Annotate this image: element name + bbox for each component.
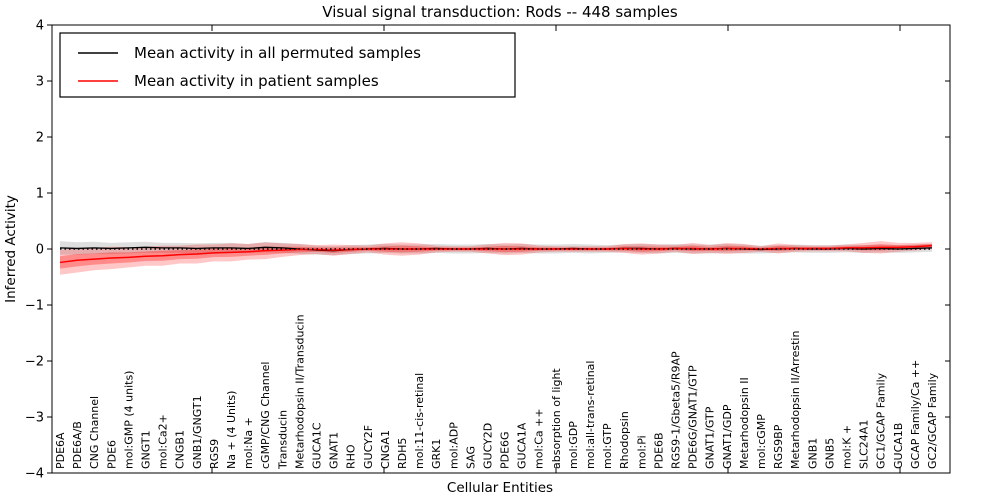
x-category-label: GNAT1/GTP — [704, 406, 717, 469]
x-category-label: GUCY2D — [481, 423, 494, 469]
legend: Mean activity in all permuted samples Me… — [59, 32, 516, 98]
x-category-label: PDE6A — [54, 432, 67, 469]
y-tick-label: 4 — [36, 19, 44, 34]
x-category-label: RDH5 — [396, 438, 409, 469]
x-category-label: mol:Na + — [242, 417, 255, 469]
y-tick-label: −2 — [25, 355, 44, 370]
x-category-label: GCAP Family/Ca ++ — [909, 360, 922, 469]
x-category-label: CNGA1 — [379, 430, 392, 469]
x-category-label: Metarhodopsin II/Arrestin — [789, 331, 802, 469]
x-category-label: PDE6G — [499, 431, 512, 469]
x-axis-label: Cellular Entities — [447, 480, 553, 496]
x-category-label: GNAT1/GDP — [721, 404, 734, 469]
x-category-label: CNG Channel — [88, 396, 101, 469]
y-axis-label: Inferred Activity — [3, 195, 19, 303]
x-category-label: mol:11-cis-retinal — [413, 373, 426, 469]
y-tick-label: −1 — [25, 299, 44, 314]
x-category-label: mol:Ca ++ — [533, 408, 546, 469]
x-category-label: mol:ADP — [447, 422, 460, 469]
x-category-label: GUCA1B — [892, 423, 905, 469]
x-category-label: GNAT1 — [328, 432, 341, 469]
legend-box — [59, 32, 516, 98]
x-category-label: mol:K + — [841, 425, 854, 469]
patient-mean-line — [59, 244, 933, 264]
x-category-label: PDE6 — [105, 440, 118, 469]
y-tick-label: 0 — [36, 243, 44, 258]
legend-label-patient: Mean activity in patient samples — [134, 72, 379, 90]
x-category-label: PDE6B — [652, 432, 665, 469]
x-category-label: PDE6A/B — [71, 421, 84, 469]
y-tick-label: 2 — [36, 131, 44, 146]
x-category-label: mol:cGMP — [755, 414, 768, 469]
x-category-label: GUCA1A — [516, 422, 529, 469]
x-category-label: Transducin — [276, 410, 289, 470]
x-category-label: mol:GMP (4 units) — [122, 371, 135, 469]
x-category-label: Rhodopsin — [618, 411, 631, 469]
x-category-label: GC2/GCAP Family — [926, 372, 939, 469]
x-category-label: GRK1 — [430, 439, 443, 469]
x-category-label: GNB1/GNGT1 — [191, 395, 204, 469]
x-category-label: cGMP/CNG Channel — [259, 362, 272, 470]
x-category-label: SLC24A1 — [858, 420, 871, 469]
x-category-label: GNGT1 — [139, 430, 152, 469]
x-category-label: GNB1 — [806, 438, 819, 469]
x-category-label: mol:Ca2+ — [157, 414, 170, 469]
y-tick-label: −3 — [25, 411, 44, 426]
y-tick-label: 3 — [36, 75, 44, 90]
x-category-label: RGS9BP — [772, 424, 785, 469]
x-category-label: RHO — [345, 444, 358, 469]
x-category-label: GUCY2F — [362, 425, 375, 469]
y-tick-label: −4 — [25, 467, 44, 482]
x-category-label: SAG — [464, 446, 477, 469]
x-category-label: mol:GTP — [601, 423, 614, 469]
x-category-label: GNB5 — [823, 438, 836, 469]
plot-area — [59, 241, 933, 275]
chart-title: Visual signal transduction: Rods -- 448 … — [322, 3, 678, 21]
y-tick-label: 1 — [36, 187, 44, 202]
x-category-label: GUCA1C — [310, 422, 323, 469]
axis-ticks: 4 3 2 1 0 −1 −2 −3 −4 PDE6A PDE6A/B CNG Channel PDE6… — [25, 19, 950, 482]
x-category-label: mol:GDP — [567, 421, 580, 469]
x-category-label: CNGB1 — [174, 430, 187, 469]
x-category-label: absorption of light — [550, 368, 563, 469]
x-category-label: RGS9 — [208, 439, 221, 469]
x-category-label: GC1/GCAP Family — [875, 372, 888, 469]
x-category-label: RGS9-1/Gbeta5/R9AP — [670, 351, 683, 469]
legend-label-permuted: Mean activity in all permuted samples — [134, 44, 421, 62]
x-category-label: Metarhodopsin II — [738, 377, 751, 469]
x-category-label: Na + (4 Units) — [225, 391, 238, 469]
x-category-label: PDE6G/GNAT1/GTP — [687, 365, 700, 469]
x-category-label: Metarhodopsin II/Transducin — [293, 314, 306, 469]
x-category-label: mol:all-trans-retinal — [584, 361, 597, 469]
x-category-label: mol:Pi — [635, 435, 648, 469]
